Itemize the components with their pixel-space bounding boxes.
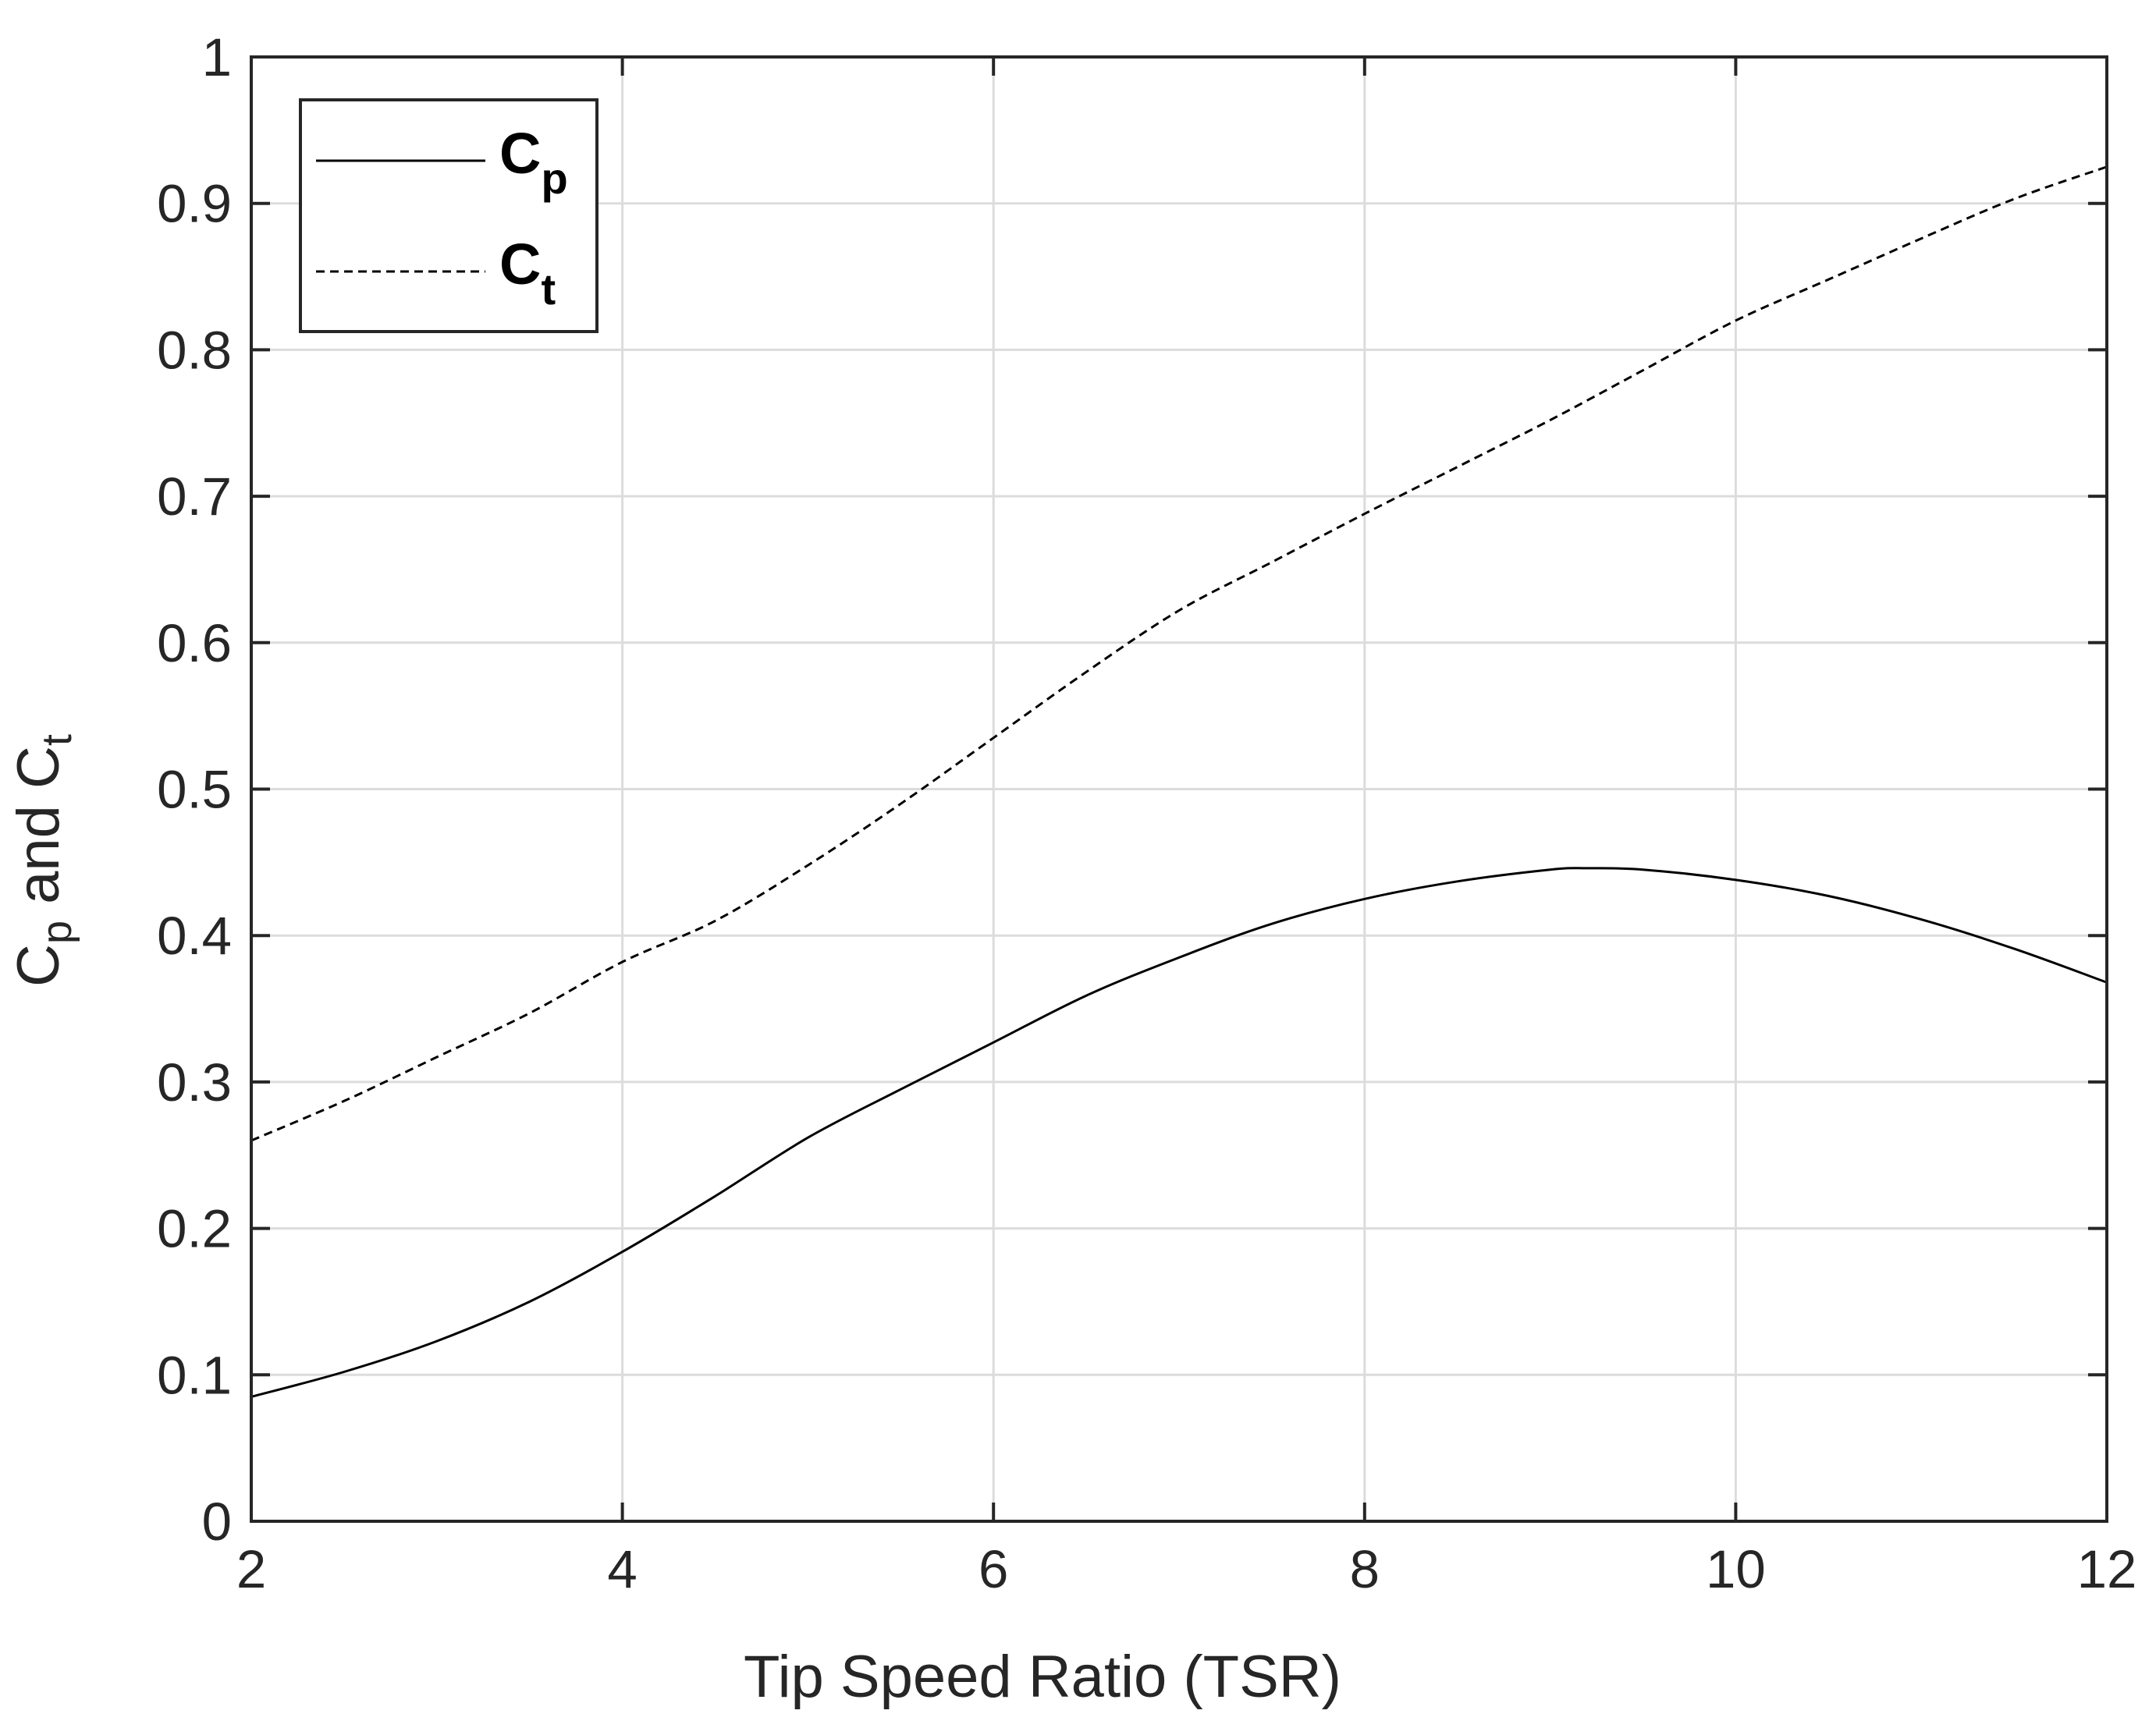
legend-label-cp: Cp xyxy=(499,121,568,203)
y-tick-label: 0.4 xyxy=(157,906,232,966)
y-axis-title-and: and C xyxy=(5,746,72,921)
legend-label-ct: Ct xyxy=(499,232,556,314)
x-tick-label: 10 xyxy=(1706,1539,1766,1599)
x-axis-title: Tip Speed Ratio (TSR) xyxy=(744,1644,1341,1710)
legend-item-cp: Cp xyxy=(316,121,568,203)
y-axis-title: Cp and Ct xyxy=(5,734,80,987)
legend-item-ct: Ct xyxy=(316,232,556,314)
series-line-cp xyxy=(250,867,2108,1398)
y-axis-title-sub-p: p xyxy=(34,921,80,944)
x-tick-label: 6 xyxy=(979,1539,1008,1599)
y-tick-label: 0.7 xyxy=(157,467,232,527)
y-tick-label: 0.2 xyxy=(157,1199,232,1259)
y-tick-label: 0.3 xyxy=(157,1052,232,1112)
grid xyxy=(251,57,2107,1521)
series-layer xyxy=(250,165,2108,1398)
x-tick-label: 4 xyxy=(607,1539,637,1599)
y-tick-label: 0 xyxy=(202,1492,232,1552)
y-tick-label: 0.6 xyxy=(157,613,232,673)
y-tick-label: 0.1 xyxy=(157,1345,232,1405)
legend: Cp Ct xyxy=(299,98,598,333)
series-line-ct xyxy=(250,165,2108,1142)
x-tick-label: 12 xyxy=(2077,1539,2137,1599)
ticks: 2 4 6 8 10 12 0 0.1 0.2 0.3 0.4 0.5 0.6 0.7 0.8 0.9 1 xyxy=(157,27,2136,1599)
legend-box xyxy=(299,98,598,333)
x-tick-label: 8 xyxy=(1350,1539,1380,1599)
y-tick-label: 0.5 xyxy=(157,760,232,820)
y-tick-label: 1 xyxy=(202,27,232,87)
y-tick-label: 0.8 xyxy=(157,320,232,380)
y-axis-title-c: C xyxy=(5,944,72,987)
y-tick-label: 0.9 xyxy=(157,174,232,234)
x-tick-label: 2 xyxy=(236,1539,266,1599)
y-axis-title-sub-t: t xyxy=(34,734,80,746)
